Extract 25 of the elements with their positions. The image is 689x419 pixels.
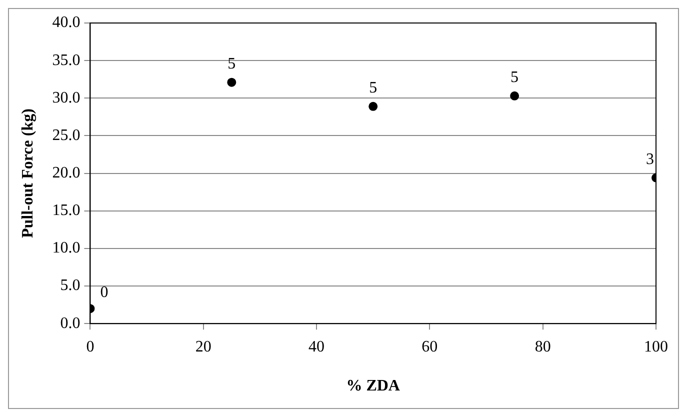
annotation: 5: [510, 69, 519, 86]
x-tick-label: 80: [534, 338, 551, 356]
y-axis-title: Pull-out Force (kg): [20, 108, 37, 238]
y-tick-label: 20.0: [52, 164, 80, 182]
x-tick-label: 100: [644, 338, 668, 356]
x-tick-label: 0: [86, 338, 94, 356]
y-tick-label: 15.0: [52, 202, 80, 220]
annotation: 0: [100, 284, 108, 301]
y-tick-label: 5.0: [60, 277, 80, 294]
x-tick-label: 60: [422, 338, 438, 356]
annotation: 5: [228, 56, 236, 73]
y-tick-label: 0.0: [60, 314, 80, 332]
point: [368, 102, 378, 111]
point: [510, 91, 520, 100]
y-tick-label: 10.0: [52, 240, 80, 257]
y-tick-label: 30.0: [52, 89, 80, 106]
annotation: 5: [369, 80, 378, 97]
x-axis-title: % ZDA: [346, 378, 400, 395]
y-tick-label: 40.0: [52, 14, 80, 32]
annotation: 3: [646, 151, 654, 168]
y-tick-label: 35.0: [52, 52, 80, 69]
x-tick-label: 20: [195, 338, 212, 356]
y-tick-label: 25.0: [52, 126, 80, 144]
point: [227, 78, 236, 87]
x-tick-label: 40: [308, 338, 325, 356]
